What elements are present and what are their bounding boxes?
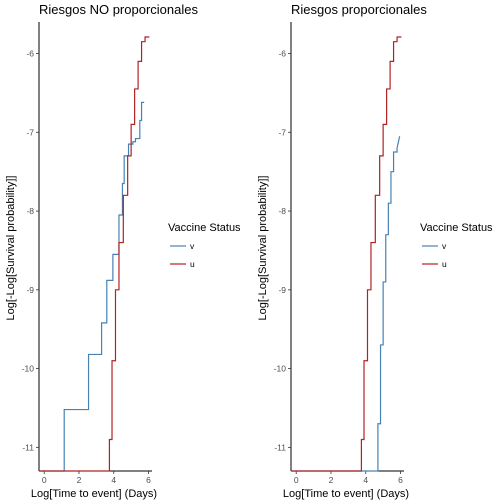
- y-tick-label: -10: [274, 364, 287, 374]
- x-tick-label: 4: [111, 475, 116, 485]
- series-line-v: [39, 101, 145, 472]
- y-tick-label: -7: [26, 127, 34, 137]
- series-line-v: [291, 136, 401, 472]
- y-tick-label: -9: [26, 285, 34, 295]
- y-tick-label: -6: [26, 49, 34, 59]
- legend-label-v: v: [442, 241, 447, 251]
- y-tick-label: -9: [278, 285, 286, 295]
- x-tick-label: 6: [146, 475, 151, 485]
- x-tick-label: 0: [42, 475, 47, 485]
- chart-panel-non-proportional: Riesgos NO proporcionales Log[Time to ev…: [5, 2, 241, 500]
- x-tick-label: 4: [363, 475, 368, 485]
- legend-title: Vaccine Status: [420, 222, 493, 234]
- x-tick-label: 6: [398, 475, 403, 485]
- legend-title: Vaccine Status: [168, 222, 241, 234]
- x-tick-label: 2: [329, 475, 334, 485]
- y-axis-label: Log[-Log[Survival probability]]: [5, 176, 17, 321]
- x-tick-label: 0: [294, 475, 299, 485]
- x-axis-label: Log[Time to event] (Days): [31, 488, 157, 500]
- x-axis-label: Log[Time to event] (Days): [283, 488, 409, 500]
- chart-title: Riesgos NO proporcionales: [39, 2, 198, 17]
- legend-label-v: v: [190, 241, 195, 251]
- chart-title: Riesgos proporcionales: [291, 2, 427, 17]
- y-tick-label: -10: [22, 364, 35, 374]
- series-line-u: [39, 36, 150, 472]
- y-tick-label: -6: [278, 49, 286, 59]
- y-axis-label: Log[-Log[Survival probability]]: [257, 176, 269, 321]
- legend-label-u: u: [442, 259, 447, 269]
- y-tick-label: -7: [278, 127, 286, 137]
- legend-label-u: u: [190, 259, 195, 269]
- y-tick-label: -8: [26, 206, 34, 216]
- y-tick-label: -8: [278, 206, 286, 216]
- y-tick-label: -11: [274, 442, 286, 452]
- chart-panel-proportional: Riesgos proporcionales Log[Time to event…: [257, 2, 493, 500]
- x-tick-label: 2: [77, 475, 82, 485]
- y-tick-label: -11: [22, 442, 34, 452]
- series-line-u: [291, 36, 402, 472]
